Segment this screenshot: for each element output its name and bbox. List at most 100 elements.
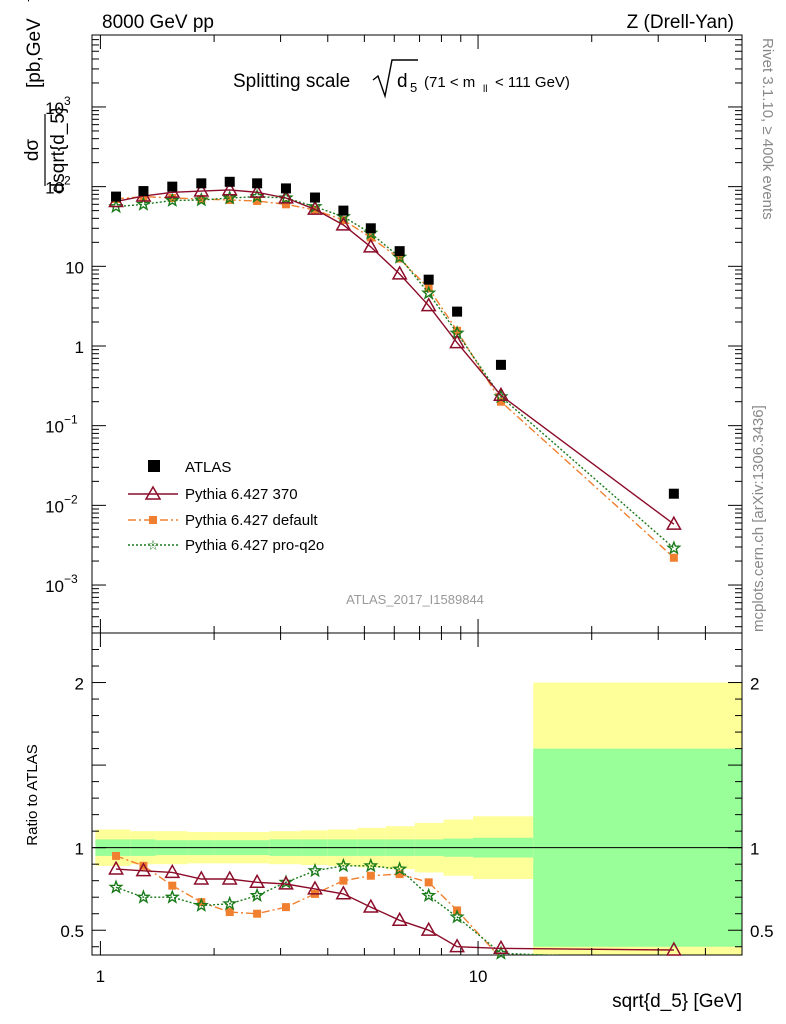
atlas-point — [423, 274, 434, 285]
legend-label-q2o: Pythia 6.427 pro-q2o — [185, 537, 324, 554]
q2o-point — [421, 285, 437, 300]
default-point — [669, 553, 678, 562]
title-var: d — [397, 71, 408, 92]
ratio-bands — [95, 682, 742, 955]
default-point — [281, 200, 290, 209]
p370-point — [420, 297, 437, 312]
y-tick-label-exp: −1 — [64, 413, 78, 427]
ratio-default-line — [115, 855, 499, 955]
atlas-point — [167, 181, 178, 192]
y-tick-label-exp: −2 — [64, 492, 78, 506]
ylabel-exp: -1 — [20, 0, 35, 2]
y-axis-label-bottom: Ratio to ATLAS — [24, 744, 41, 845]
legend-label-atlas: ATLAS — [185, 459, 231, 476]
main-panel-series — [108, 176, 682, 562]
ratio-p370-point — [420, 921, 437, 936]
ratio-default-point — [197, 898, 206, 907]
ratio-q2o-point — [135, 889, 152, 904]
ratio-y-tick-label: 2 — [75, 675, 84, 694]
y-tick-label-exp: 2 — [64, 174, 71, 188]
p370-line — [115, 189, 675, 525]
p370-point — [362, 238, 379, 253]
ratio-p370-point — [278, 875, 294, 890]
p370-point — [221, 181, 238, 196]
ratio-p370-point — [493, 939, 509, 955]
y-tick-label: 10 — [65, 258, 84, 277]
ratio-default-point — [225, 908, 234, 917]
ratio-q2o-point — [363, 857, 379, 873]
ratio-q2o-point — [335, 857, 352, 873]
ratio-q2o-point — [193, 897, 209, 912]
q2o-point — [164, 192, 180, 207]
side-label-mcplots: mcplots.cern.ch [arXiv:1306.3436] — [750, 405, 767, 632]
ratio-y-tick-label-right: 1 — [750, 840, 759, 859]
ratio-q2o-point — [249, 887, 265, 902]
y-tick-label-exp: −3 — [64, 572, 78, 586]
x-tick-label: 10 — [469, 967, 488, 986]
atlas-point — [452, 306, 463, 317]
p370-point — [391, 265, 408, 280]
q2o-point — [135, 196, 152, 211]
ratio-q2o-point — [108, 879, 124, 894]
ratio-p370-point — [249, 873, 266, 888]
atlas-point — [280, 183, 291, 194]
q2o-point — [278, 189, 294, 205]
plot-title: Splitting scale d 5 (71 < m ll < 111 GeV… — [233, 59, 570, 99]
y-tick-label: 10 — [45, 99, 64, 118]
legend-marker-q2o: ☆ — [147, 537, 160, 553]
y-tick-label: 10 — [45, 179, 64, 198]
ratio-p370-point — [335, 885, 352, 900]
legend-marker-default — [149, 516, 157, 524]
legend-label-370: Pythia 6.427 370 — [185, 486, 298, 503]
ratio-p370-point — [108, 860, 124, 875]
atlas-point — [365, 223, 376, 234]
ratio-default-point — [112, 851, 121, 860]
ratio-p370-point — [164, 863, 181, 879]
title-sub: 5 — [410, 80, 417, 95]
default-point — [366, 233, 375, 242]
y-tick-label: 10 — [45, 497, 64, 516]
ylabel-unit: [pb,GeV — [24, 18, 45, 88]
ratio-q2o-point — [493, 945, 509, 960]
ratio-p370-point — [221, 870, 238, 885]
legend-marker-atlas — [148, 460, 160, 472]
legend: ATLAS Pythia 6.427 370 Pythia 6.427 defa… — [128, 459, 324, 554]
ratio-p370-point — [449, 938, 466, 953]
p370-point — [665, 515, 682, 530]
ratio-p370-point — [665, 941, 682, 956]
title-main: Splitting scale — [233, 71, 350, 92]
y-axis-unit-top: [pb,GeV -1 ] — [20, 0, 45, 88]
p370-point — [493, 386, 509, 402]
q2o-point — [249, 188, 265, 204]
ratio-default-point — [395, 870, 404, 879]
ratio-p370-point — [307, 880, 323, 895]
ratio-y-tick-label: 0.5 — [60, 922, 84, 941]
ratio-default-point — [424, 878, 433, 887]
default-point — [395, 254, 404, 263]
ratio-y-tick-label: 1 — [75, 840, 84, 859]
default-point — [168, 194, 177, 203]
ratio-default-point — [139, 861, 148, 870]
p370-point — [335, 216, 352, 231]
ratio-p370-point — [391, 911, 408, 926]
default-point — [496, 397, 505, 406]
ratio-default-point — [168, 881, 177, 890]
atlas-point — [495, 359, 506, 370]
ratio-default-point — [339, 876, 348, 885]
ratio-q2o-line — [115, 865, 563, 955]
ratio-q2o-point — [391, 861, 408, 876]
ratio-q2o-point — [421, 887, 437, 902]
atlas-point — [338, 205, 349, 216]
default-point — [339, 216, 348, 225]
header-right: Z (Drell-Yan) — [627, 12, 734, 33]
ratio-p370-point — [135, 862, 152, 877]
ratio-p370-line — [115, 868, 674, 951]
atlas-point — [224, 176, 235, 187]
q2o-point — [193, 192, 209, 207]
sqrt-symbol — [372, 59, 418, 99]
header-left: 8000 GeV pp — [102, 12, 214, 33]
q2o-point — [666, 540, 682, 555]
ratio-y-tick-label-right: 2 — [750, 675, 759, 694]
ratio-q2o-point — [307, 862, 323, 878]
